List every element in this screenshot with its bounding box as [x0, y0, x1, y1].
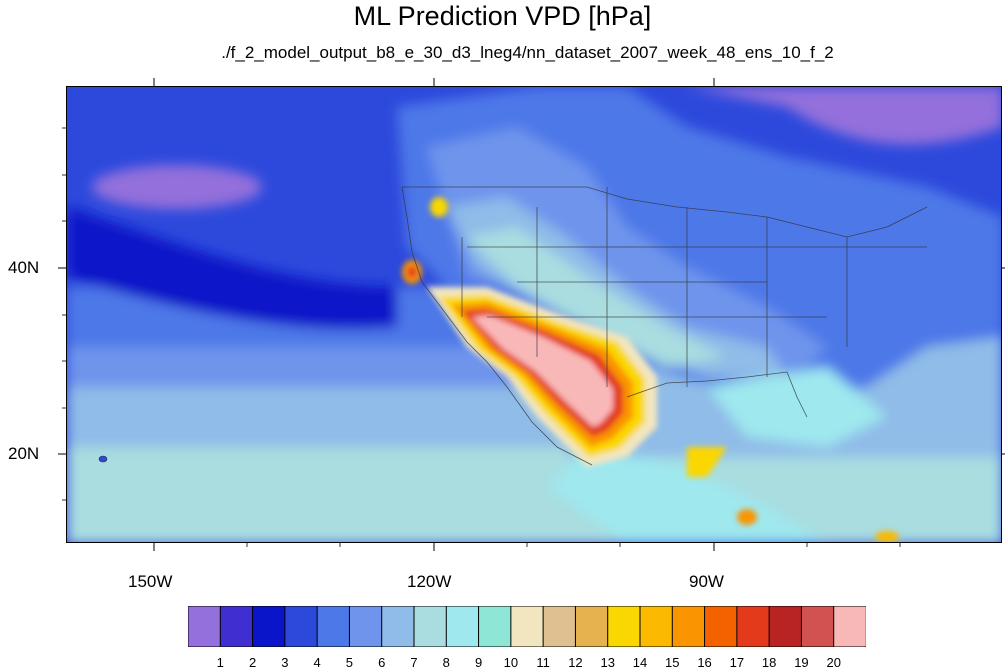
- colorbar-tick-label: 15: [665, 655, 680, 670]
- lat-label-20n: 20N: [8, 444, 40, 463]
- colorbar-labels: 1 2 3 4 5 6 7 8 9 10 11 12 13 14 15 16 17 18 19 20: [188, 656, 866, 672]
- colorbar-tick-label: 5: [345, 655, 354, 670]
- colorbar-swatch: [413, 606, 448, 647]
- colorbar-tick-label: 17: [729, 655, 745, 670]
- lon-label-90w: 90W: [689, 572, 724, 591]
- colorbar-swatch: [510, 606, 544, 647]
- colorbar-swatch: [381, 606, 415, 647]
- colorbar-tick-label: 16: [697, 655, 712, 670]
- colorbar-tick-label: 10: [503, 655, 519, 670]
- colorbar-tick-label: 12: [568, 655, 583, 670]
- colorbar-tick-label: 4: [313, 655, 321, 670]
- colorbar-tick-label: 2: [248, 655, 257, 670]
- colorbar-tick-label: 1: [216, 655, 224, 670]
- colorbar-swatch: [574, 606, 609, 647]
- colorbar-swatch: [607, 606, 641, 647]
- colorbar-swatch: [639, 606, 674, 647]
- lat-label-40n: 40N: [8, 258, 40, 277]
- lon-label-150w: 150W: [128, 572, 173, 591]
- colorbar-tick-label: 3: [281, 655, 289, 670]
- vpd-map: [66, 86, 1002, 543]
- colorbar-swatch: [445, 606, 480, 647]
- lon-label-120w: 120W: [407, 572, 452, 591]
- colorbar-swatch: [704, 606, 738, 647]
- colorbar-swatch: [671, 606, 706, 647]
- colorbar-swatch: [316, 606, 351, 647]
- colorbar-swatch: [219, 606, 254, 647]
- colorbar-swatch: [833, 606, 866, 647]
- colorbar-swatch: [736, 606, 770, 647]
- colorbar-tick-label: 8: [442, 655, 450, 670]
- colorbar-swatch: [252, 606, 286, 647]
- colorbar-tick-label: 18: [761, 655, 777, 670]
- colorbar-tick-label: 11: [536, 655, 550, 670]
- chart-subtitle: ./f_2_model_output_b8_e_30_d3_lneg4/nn_d…: [221, 43, 834, 62]
- colorbar-swatch: [800, 606, 835, 647]
- colorbar-tick-label: 7: [410, 655, 418, 670]
- colorbar-tick-label: 9: [474, 655, 483, 670]
- colorbar-swatch: [768, 606, 803, 647]
- chart-title: ML Prediction VPD [hPa]: [353, 1, 652, 31]
- colorbar-swatch: [478, 606, 512, 647]
- colorbar-tick-label: 19: [794, 655, 809, 670]
- colorbar-tick-label: 20: [826, 655, 841, 670]
- colorbar: [188, 606, 866, 647]
- colorbar-tick-label: 14: [632, 655, 648, 670]
- colorbar-swatch: [348, 606, 383, 647]
- colorbar-tick-label: 6: [378, 655, 386, 670]
- colorbar-tick-label: 13: [600, 655, 615, 670]
- colorbar-swatch: [188, 606, 222, 647]
- colorbar-swatch: [542, 606, 577, 647]
- colorbar-swatch: [284, 606, 318, 647]
